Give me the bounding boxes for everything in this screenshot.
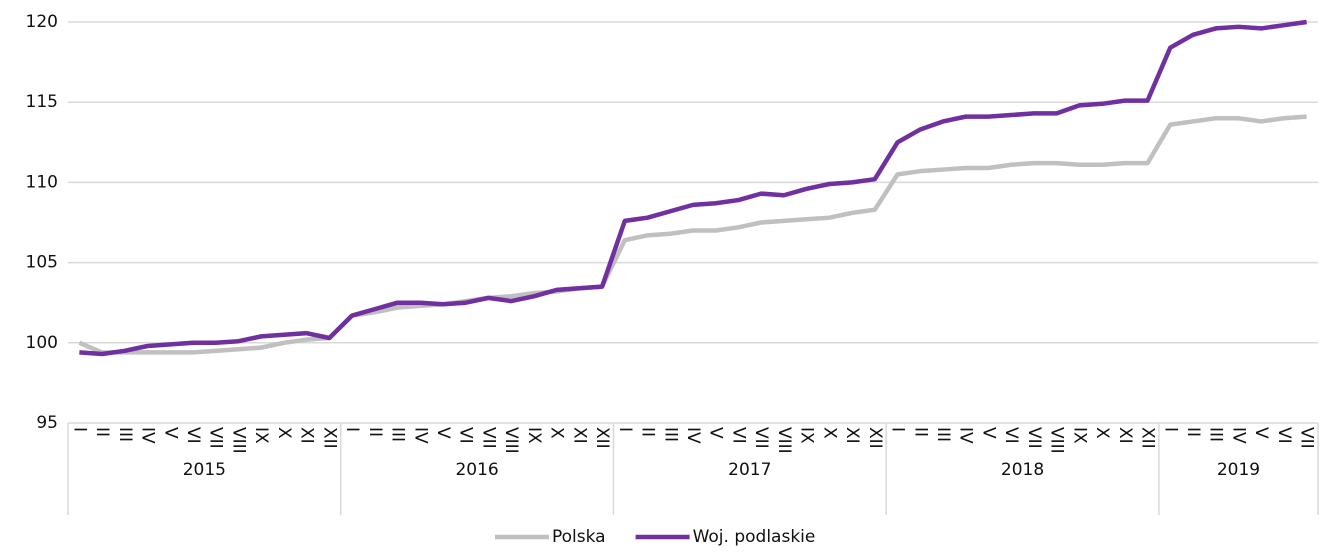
- legend-label: Woj. podlaskie: [693, 527, 816, 547]
- x-tick-label: II: [638, 427, 658, 437]
- y-tick-label: 95: [36, 413, 58, 433]
- x-tick-label: IV: [410, 427, 430, 444]
- x-tick-label: III: [115, 427, 135, 442]
- x-tick-label: VII: [1024, 427, 1044, 449]
- x-tick-label: IV: [683, 427, 703, 444]
- year-label: 2017: [728, 460, 771, 480]
- x-tick-label: XI: [842, 427, 862, 444]
- x-tick-label: V: [978, 427, 998, 439]
- x-tick-label: VI: [1001, 427, 1021, 444]
- x-tick-label: XII: [592, 427, 612, 449]
- x-tick-label: IX: [1069, 427, 1089, 444]
- x-tick-label: II: [92, 427, 112, 437]
- x-tick-label: I: [342, 427, 362, 432]
- year-label: 2016: [455, 460, 498, 480]
- x-tick-label: X: [547, 427, 567, 439]
- x-tick-label: II: [910, 427, 930, 437]
- x-tick-label: VIII: [501, 427, 521, 454]
- x-tick-label: IX: [797, 427, 817, 444]
- x-tick-label: VI: [456, 427, 476, 444]
- x-tick-label: I: [615, 427, 635, 432]
- y-tick-label: 100: [26, 333, 58, 353]
- x-tick-label: VIII: [1047, 427, 1067, 454]
- x-tick-label: I: [1160, 427, 1180, 432]
- x-tick-label: I: [69, 427, 89, 432]
- x-tick-label: VII: [1297, 427, 1317, 449]
- x-tick-label: XII: [865, 427, 885, 449]
- x-tick-label: VII: [206, 427, 226, 449]
- x-tick-label: VI: [1274, 427, 1294, 444]
- y-tick-label: 105: [26, 253, 58, 273]
- x-tick-label: IV: [1228, 427, 1248, 444]
- x-tick-label: V: [706, 427, 726, 439]
- x-tick-label: VIII: [228, 427, 248, 454]
- x-tick-label: XI: [1115, 427, 1135, 444]
- x-tick-label: IX: [251, 427, 271, 444]
- series-line: [79, 19, 1307, 357]
- x-tick-label: XI: [297, 427, 317, 444]
- x-tick-label: V: [433, 427, 453, 439]
- x-tick-label: VI: [728, 427, 748, 444]
- x-tick-label: IV: [138, 427, 158, 444]
- x-tick-label: II: [1183, 427, 1203, 437]
- x-tick-label: V: [160, 427, 180, 439]
- x-tick-label: III: [660, 427, 680, 442]
- x-tick-label: V: [1251, 427, 1271, 439]
- series-line: [78, 114, 1307, 355]
- x-tick-label: XII: [1138, 427, 1158, 449]
- x-tick-label: IV: [956, 427, 976, 444]
- x-tick-label: I: [888, 427, 908, 432]
- x-tick-label: XI: [569, 427, 589, 444]
- y-tick-label: 115: [26, 92, 58, 112]
- year-label: 2019: [1217, 460, 1260, 480]
- x-tick-label: VI: [183, 427, 203, 444]
- x-tick-label: X: [1092, 427, 1112, 439]
- year-label: 2015: [183, 460, 226, 480]
- x-tick-label: X: [819, 427, 839, 439]
- y-tick-label: 110: [26, 172, 58, 192]
- x-tick-label: VII: [751, 427, 771, 449]
- y-tick-label: 120: [26, 12, 58, 32]
- x-tick-label: XII: [319, 427, 339, 449]
- x-tick-label: III: [388, 427, 408, 442]
- x-tick-label: II: [365, 427, 385, 437]
- x-tick-label: X: [274, 427, 294, 439]
- x-tick-label: VII: [478, 427, 498, 449]
- x-tick-label: IX: [524, 427, 544, 444]
- x-tick-label: III: [933, 427, 953, 442]
- x-tick-label: III: [1206, 427, 1226, 442]
- x-tick-label: VIII: [774, 427, 794, 454]
- year-label: 2018: [1001, 460, 1044, 480]
- legend-label: Polska: [552, 527, 606, 547]
